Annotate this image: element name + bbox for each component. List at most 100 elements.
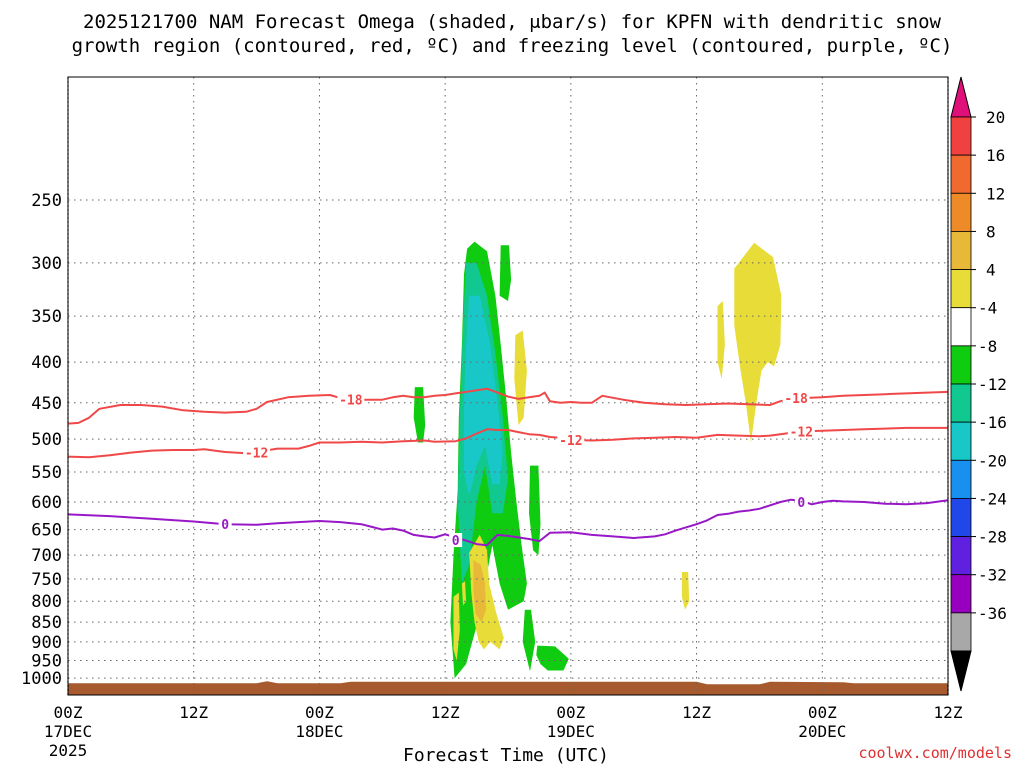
colorbar-label-3: 8 (986, 222, 996, 241)
contour-label-bg-1-1 (557, 432, 585, 447)
y-tick-label-300: 300 (31, 254, 62, 274)
x-tick-label-4-0: 00Z (556, 703, 585, 722)
y-tick-label-850: 850 (31, 613, 62, 633)
omega-region-15 (473, 560, 486, 623)
colorbar-bin-3 (950, 231, 972, 270)
colorbar-label-6: -8 (978, 337, 997, 356)
chart-title-line-1: 2025121700 NAM Forecast Omega (shaded, μ… (83, 11, 941, 33)
omega-region-7 (464, 295, 503, 497)
colorbar-bin-0 (950, 116, 972, 156)
contour-label-2-2: 0 (797, 496, 805, 511)
colorbar-label-2: 12 (986, 184, 1005, 203)
contour-label-bg-1-0 (243, 445, 271, 460)
colorbar-bin-10 (950, 498, 972, 537)
x-tick-label-7-0: 12Z (934, 703, 963, 722)
contour-line-0 (68, 387, 948, 425)
contour-label-bg-0-0 (337, 392, 365, 407)
contour-label-bg-2-1 (449, 533, 463, 548)
colorbar-label-4: 4 (986, 261, 996, 280)
y-tick-label-1000: 1000 (21, 669, 62, 689)
x-tick-label-4-1: 19DEC (547, 722, 595, 741)
x-tick-label-2-0: 00Z (305, 703, 334, 722)
omega-region-3 (529, 465, 541, 556)
x-tick-label-0-2: 2025 (49, 741, 88, 760)
y-tick-label-250: 250 (31, 191, 62, 211)
y-tick-label-450: 450 (31, 394, 62, 414)
colorbar-label-0: 20 (986, 108, 1005, 127)
x-tick-label-0-0: 00Z (54, 703, 83, 722)
contour-label-1-1: -12 (559, 434, 582, 449)
omega-region-13 (717, 301, 725, 379)
contour-label-2-1: 0 (452, 534, 460, 549)
colorbar-label-1: 16 (986, 146, 1005, 165)
colorbar-label-11: -28 (978, 528, 1007, 547)
colorbar-label-7: -12 (978, 375, 1007, 394)
omega-region-14 (734, 242, 782, 443)
terrain-band (68, 681, 948, 695)
colorbar-bin-6 (950, 345, 972, 385)
credit-text: coolwx.com/models (858, 744, 1012, 762)
x-axis-title: Forecast Time (UTC) (403, 745, 609, 766)
contour-label-0-0: -18 (339, 394, 363, 409)
x-tick-label-2-1: 18DEC (295, 722, 343, 741)
colorbar-bin-12 (950, 574, 972, 614)
x-tick-label-1-0: 12Z (179, 703, 208, 722)
colorbar-bin-9 (950, 459, 972, 499)
contour-label-bg-2-2 (794, 494, 808, 509)
y-tick-label-400: 400 (31, 353, 62, 373)
contour-label-bg-1-2 (787, 424, 815, 439)
omega-shading (413, 241, 782, 679)
colorbar-bin-4 (950, 269, 972, 309)
y-tick-label-900: 900 (31, 633, 62, 653)
colorbar-label-13: -36 (978, 604, 1007, 623)
colorbar-bin-1 (950, 154, 972, 194)
terrain (68, 681, 948, 695)
colorbar-bin-8 (950, 421, 972, 461)
colorbar-bin-13 (950, 612, 972, 652)
colorbar-label-8: -16 (978, 413, 1007, 432)
y-tick-label-950: 950 (31, 651, 62, 671)
y-tick-label-350: 350 (31, 307, 62, 327)
omega-region-11 (514, 330, 527, 425)
x-tick-label-6-0: 00Z (808, 703, 837, 722)
x-tick-label-5-0: 12Z (682, 703, 711, 722)
axes: 2503003504004505005506006507007508008509… (21, 76, 963, 760)
omega-region-2 (413, 387, 426, 443)
colorbar-label-9: -20 (978, 451, 1007, 470)
contour-label-1-0: -12 (245, 447, 268, 462)
contours: -18 -18 -12 -12 -12 0 0 0 (68, 387, 948, 549)
omega-region-10 (461, 581, 467, 606)
colorbar-label-5: -4 (978, 299, 997, 318)
x-tick-label-3-0: 12Z (431, 703, 460, 722)
y-tick-label-550: 550 (31, 463, 62, 483)
y-tick-label-750: 750 (31, 570, 62, 590)
y-tick-label-500: 500 (31, 430, 62, 450)
omega-region-4 (522, 609, 536, 672)
colorbar-upper-arrow (950, 76, 972, 118)
chart-title-line-2: growth region (contoured, red, ºC) and f… (71, 35, 953, 57)
omega-region-5 (536, 645, 569, 671)
colorbar-lower-arrow (950, 650, 972, 692)
omega-region-12 (681, 572, 690, 610)
contour-label-bg-0-1 (782, 391, 810, 406)
y-tick-label-650: 650 (31, 521, 62, 541)
x-tick-label-6-1: 20DEC (798, 722, 846, 741)
omega-region-9 (453, 592, 460, 661)
colorbar-label-10: -24 (978, 489, 1007, 508)
colorbar-bin-11 (950, 536, 972, 576)
omega-region-1 (499, 245, 512, 301)
colorbar-label-12: -32 (978, 566, 1007, 585)
contour-label-1-2: -12 (790, 425, 813, 440)
contour-line-1 (68, 426, 948, 459)
contour-label-0-1: -18 (784, 392, 808, 407)
colorbar: 20 16 12 8 4 -4 -8 -12 -16 -20 -24 -28 -32 -36 (950, 76, 1007, 692)
colorbar-bin-7 (950, 383, 972, 423)
contour-label-bg-2-0 (218, 517, 232, 532)
contour-label-2-0: 0 (221, 518, 229, 533)
y-tick-label-700: 700 (31, 546, 62, 566)
y-tick-label-600: 600 (31, 493, 62, 513)
y-tick-label-800: 800 (31, 592, 62, 612)
colorbar-bin-5 (950, 307, 972, 347)
colorbar-bin-2 (950, 192, 972, 232)
